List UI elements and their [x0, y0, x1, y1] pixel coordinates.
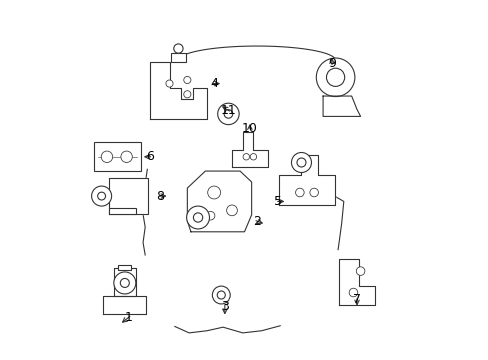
- Circle shape: [243, 154, 249, 160]
- Text: 3: 3: [221, 300, 228, 313]
- Circle shape: [186, 206, 209, 229]
- Text: 8: 8: [156, 190, 164, 203]
- Circle shape: [165, 80, 173, 87]
- Circle shape: [91, 186, 111, 206]
- Text: 4: 4: [210, 77, 218, 90]
- Circle shape: [291, 153, 311, 172]
- Circle shape: [217, 103, 239, 125]
- Polygon shape: [149, 62, 206, 119]
- Circle shape: [120, 278, 129, 287]
- Bar: [94, 143, 141, 171]
- Bar: [171, 53, 185, 62]
- Polygon shape: [339, 258, 374, 305]
- Polygon shape: [187, 171, 251, 232]
- Circle shape: [295, 188, 304, 197]
- Polygon shape: [323, 96, 360, 116]
- Bar: [118, 265, 131, 270]
- Circle shape: [114, 272, 136, 294]
- Polygon shape: [114, 268, 135, 296]
- Circle shape: [250, 154, 256, 160]
- Circle shape: [224, 110, 232, 118]
- Text: 10: 10: [242, 122, 257, 135]
- Circle shape: [207, 186, 220, 199]
- Text: 2: 2: [253, 215, 261, 228]
- Circle shape: [217, 291, 225, 299]
- Circle shape: [326, 68, 344, 86]
- Polygon shape: [103, 296, 146, 314]
- Circle shape: [193, 213, 203, 222]
- Circle shape: [356, 267, 364, 275]
- Bar: [108, 207, 135, 214]
- Circle shape: [212, 286, 230, 304]
- Circle shape: [206, 211, 214, 220]
- Circle shape: [121, 151, 132, 162]
- Polygon shape: [108, 178, 148, 214]
- Text: 9: 9: [327, 57, 335, 71]
- Circle shape: [173, 44, 183, 53]
- Polygon shape: [231, 132, 267, 167]
- Text: 1: 1: [124, 311, 132, 324]
- Circle shape: [183, 76, 190, 84]
- Text: 7: 7: [352, 293, 360, 306]
- Text: 5: 5: [274, 195, 282, 208]
- Circle shape: [101, 151, 112, 162]
- Circle shape: [226, 205, 237, 216]
- Circle shape: [98, 192, 105, 200]
- Polygon shape: [279, 155, 334, 205]
- Text: 11: 11: [220, 104, 236, 117]
- Circle shape: [348, 288, 357, 297]
- Circle shape: [183, 91, 190, 98]
- Text: 6: 6: [145, 150, 153, 163]
- Circle shape: [316, 58, 354, 96]
- Circle shape: [296, 158, 305, 167]
- Circle shape: [309, 188, 318, 197]
